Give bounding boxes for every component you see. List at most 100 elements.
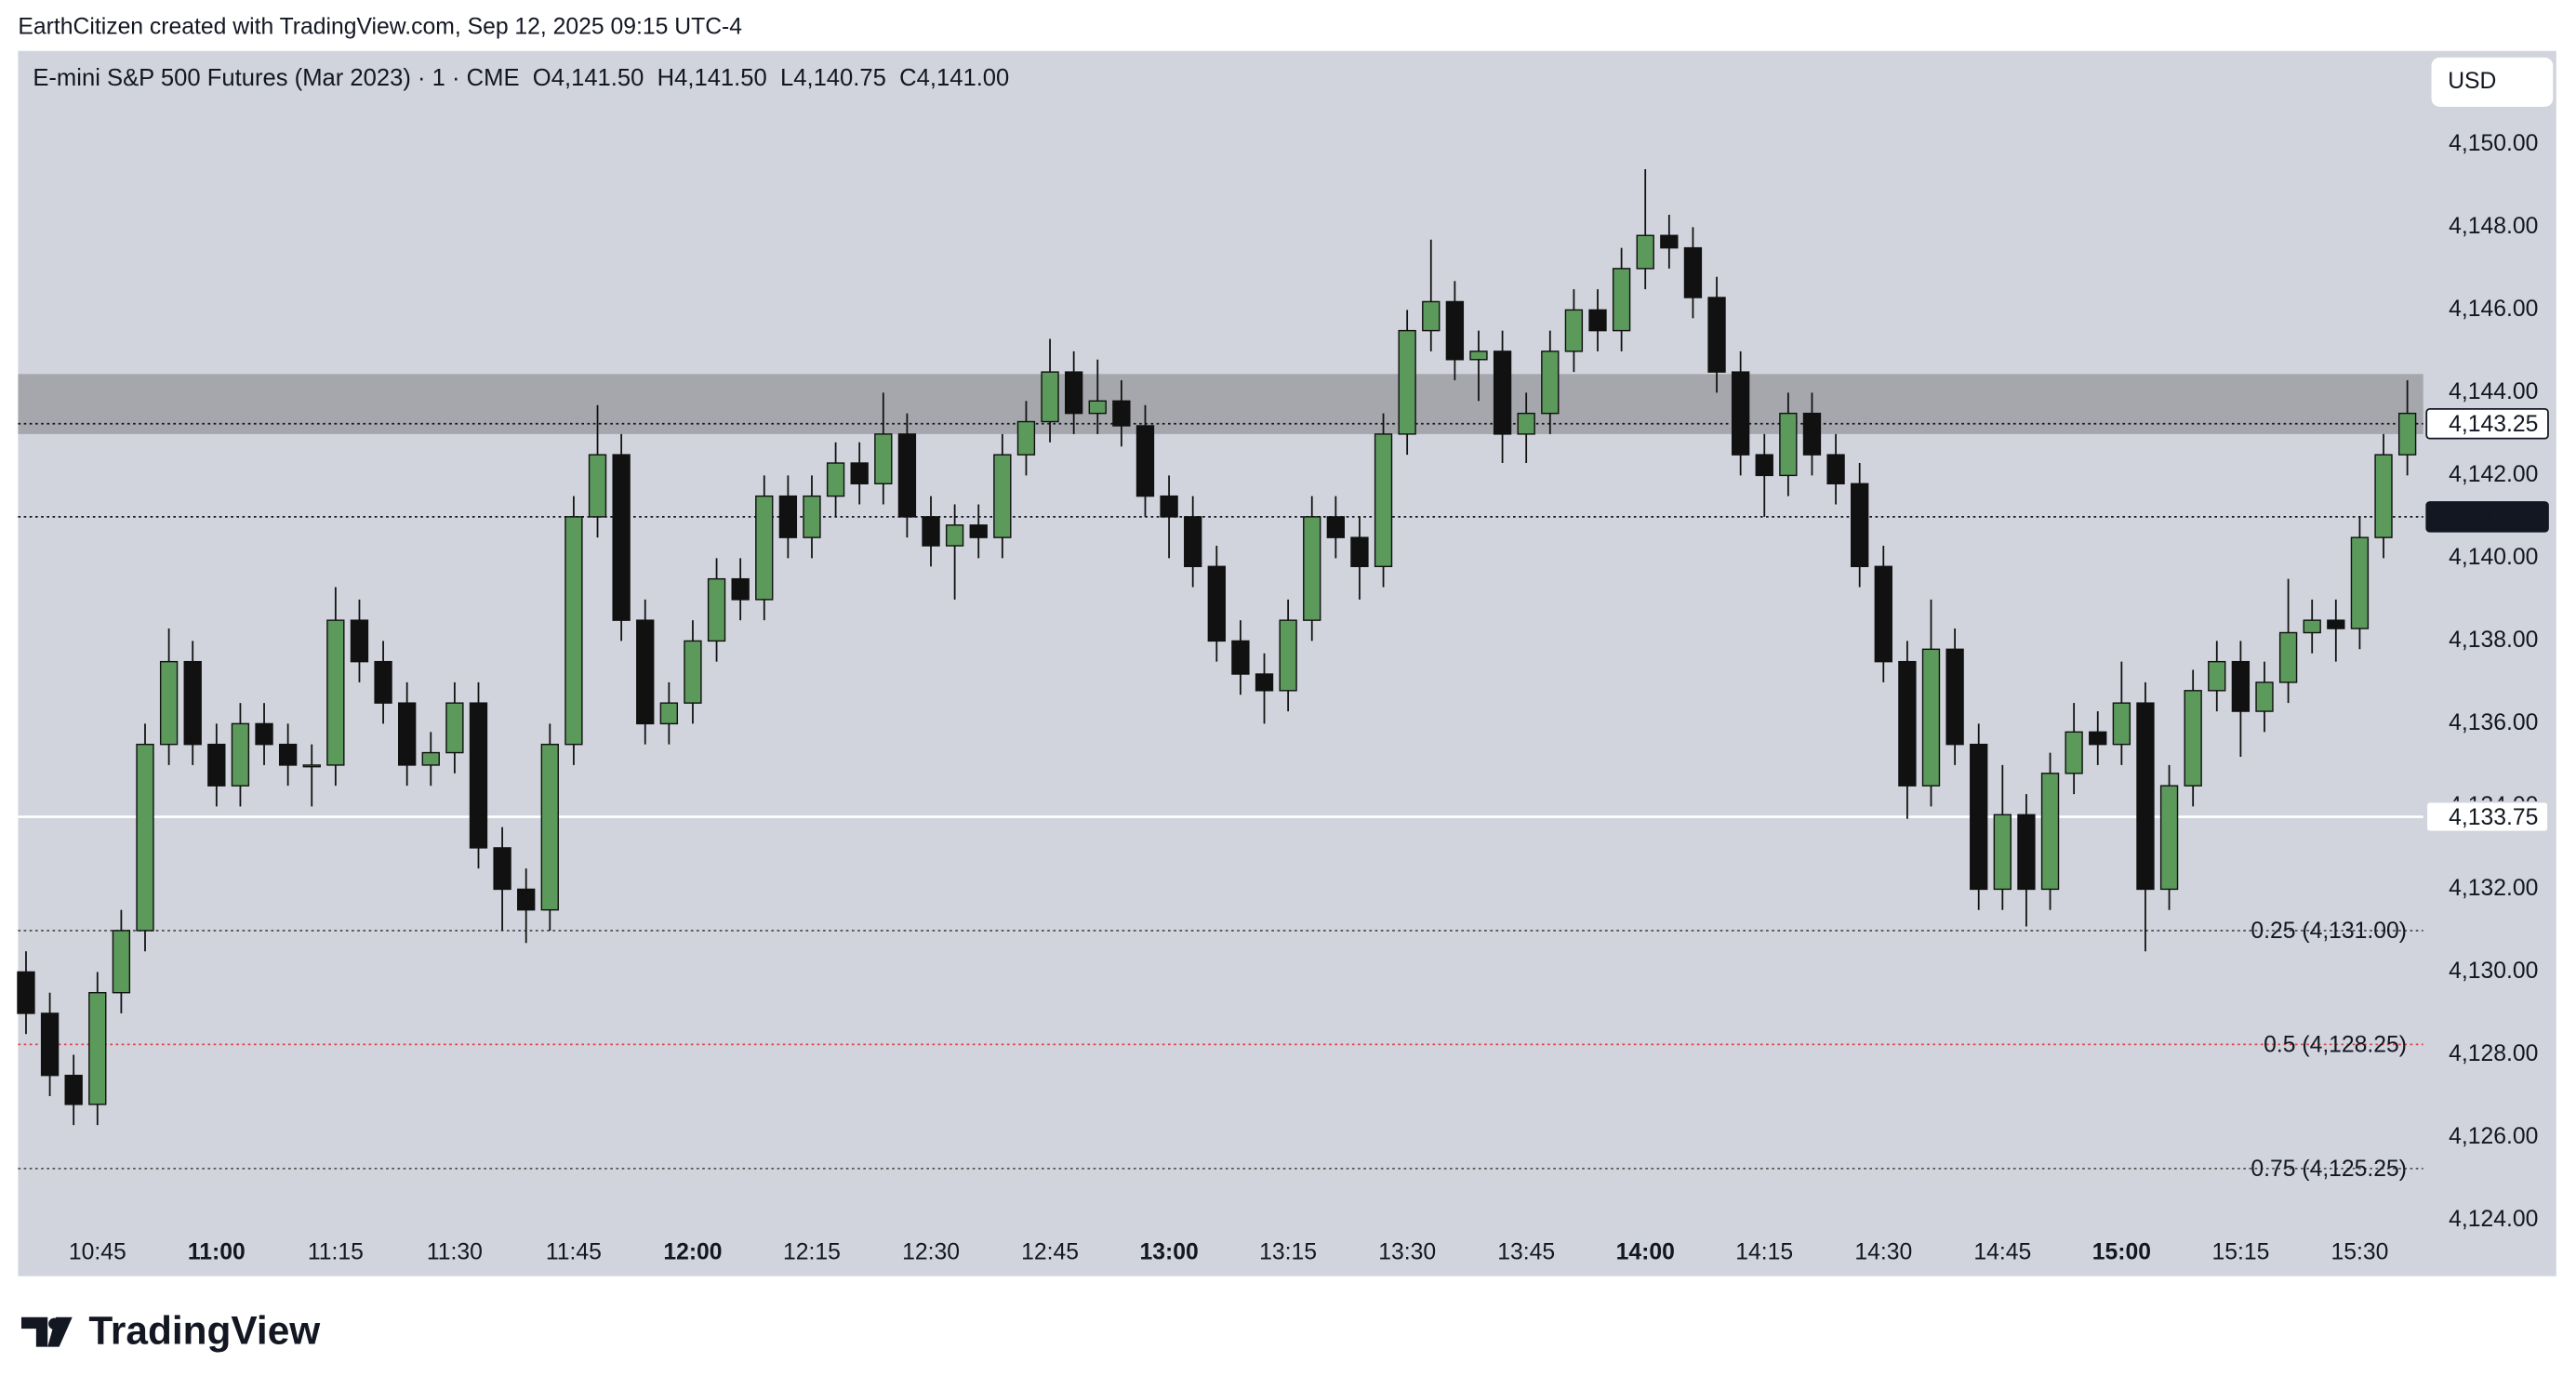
legend-close: C4,141.00 (899, 65, 1009, 91)
candle-body (2231, 660, 2251, 712)
candle-body (1874, 565, 1892, 663)
candle-body (1016, 420, 1036, 456)
price-badge-label: 4,133.75 (2449, 805, 2538, 830)
legend-open: O4,141.50 (533, 65, 644, 91)
candle-body (1469, 351, 1488, 361)
x-tick-label: 11:30 (427, 1239, 483, 1264)
price-badge (2425, 501, 2549, 533)
y-tick-label: 4,146.00 (2449, 297, 2538, 322)
candle-body (897, 433, 917, 518)
candle-body (278, 743, 298, 766)
candle-body (1303, 516, 1321, 621)
candle-body (1112, 400, 1131, 427)
candle-body (612, 454, 631, 621)
button-bg[interactable] (2431, 57, 2554, 107)
currency-button[interactable]: USD (2431, 57, 2554, 107)
price-badge-label: 4,143.25 (2449, 412, 2538, 437)
candle-body (2184, 690, 2202, 787)
candle-body (1779, 412, 1798, 477)
x-tick-label: 13:45 (1497, 1239, 1555, 1264)
x-tick-label: 13:00 (1139, 1239, 1198, 1264)
candle-body (1993, 814, 2012, 891)
legend: E-mini S&P 500 Futures (Mar 2023) · 1 · … (33, 65, 1009, 91)
candle-body (2374, 454, 2393, 538)
candle-body (2278, 631, 2298, 683)
x-tick-label: 12:00 (663, 1239, 722, 1264)
candle-body (1731, 371, 1750, 456)
candle-body (2040, 773, 2060, 891)
candle-body (1255, 673, 1274, 692)
candle-body (826, 462, 845, 497)
candle-body (1802, 412, 1822, 456)
fib-label: 0.75 (4,125.25) (2251, 1157, 2407, 1182)
candle-body (2327, 619, 2345, 629)
x-tick-label: 10:45 (69, 1239, 126, 1264)
candle-body (40, 1012, 60, 1077)
x-tick-label: 15:15 (2211, 1239, 2269, 1264)
candle-body (326, 619, 345, 766)
x-tick-label: 14:00 (1616, 1239, 1675, 1264)
candle-body (1636, 234, 1654, 270)
candle-body (1826, 454, 1845, 484)
y-tick-label: 4,124.00 (2449, 1207, 2538, 1232)
fib-label: 0.25 (4,131.00) (2251, 919, 2407, 944)
candle-body (874, 433, 893, 484)
candle-body (1588, 309, 1607, 332)
legend-low: L4,140.75 (780, 65, 886, 91)
candle-body (112, 930, 131, 994)
candle-body (1422, 300, 1441, 332)
candle-body (1755, 454, 1773, 477)
candle-body (1160, 495, 1178, 518)
x-tick-label: 11:00 (188, 1239, 246, 1264)
candle-body (707, 577, 726, 642)
candle-body (136, 743, 154, 932)
candle-body (1517, 412, 1535, 435)
x-tick-label: 14:30 (1854, 1239, 1912, 1264)
candle-body (850, 462, 869, 484)
x-tick-label: 12:15 (783, 1239, 841, 1264)
candle-body (421, 751, 440, 766)
candle-body (803, 495, 821, 538)
x-tick-label: 15:00 (2092, 1239, 2151, 1264)
candle-body (588, 454, 607, 518)
candle-body (1135, 425, 1155, 497)
button-label[interactable]: USD (2448, 69, 2496, 94)
candle-body (159, 660, 179, 746)
y-tick-label: 4,138.00 (2449, 628, 2538, 653)
candle-body (1707, 297, 1726, 373)
candle-body (778, 495, 798, 538)
price-badge (2425, 407, 2549, 440)
x-tick-label: 14:45 (1973, 1239, 2031, 1264)
price-badge-label: 4,141.00 (2449, 505, 2538, 530)
candle-body (922, 516, 940, 547)
candle-body (2255, 681, 2274, 712)
candle-body (636, 619, 655, 725)
candle-body (445, 702, 464, 754)
fib-label: 0.5 (4,128.25) (2264, 1033, 2407, 1058)
candle-body (2397, 412, 2417, 456)
candle-body (1445, 300, 1465, 361)
y-tick-label: 4,142.00 (2449, 462, 2538, 487)
y-tick-label: 4,150.00 (2449, 131, 2538, 156)
candle-body (2065, 731, 2083, 774)
candle-body (1374, 433, 1393, 568)
candle-body (207, 743, 226, 787)
candle-body (2017, 814, 2036, 891)
y-tick-label: 4,140.00 (2449, 545, 2538, 570)
candle-body (1279, 619, 1297, 692)
candle-body (2350, 536, 2370, 629)
x-tick-label: 15:30 (2330, 1239, 2388, 1264)
y-tick-label: 4,132.00 (2449, 876, 2538, 901)
candle-body (2112, 702, 2131, 746)
brand-logo: TradingView (20, 1309, 321, 1353)
candle-body (1660, 234, 1679, 249)
candle-body (684, 640, 702, 704)
candle-body (1088, 400, 1107, 415)
candle-body (1207, 565, 1226, 642)
y-tick-label: 4,128.00 (2449, 1041, 2538, 1066)
candle-body (731, 577, 750, 601)
legend-high: H4,141.50 (657, 65, 767, 91)
candle-body (1064, 371, 1083, 415)
candle-body (88, 991, 107, 1105)
logo-dot (48, 1317, 60, 1330)
